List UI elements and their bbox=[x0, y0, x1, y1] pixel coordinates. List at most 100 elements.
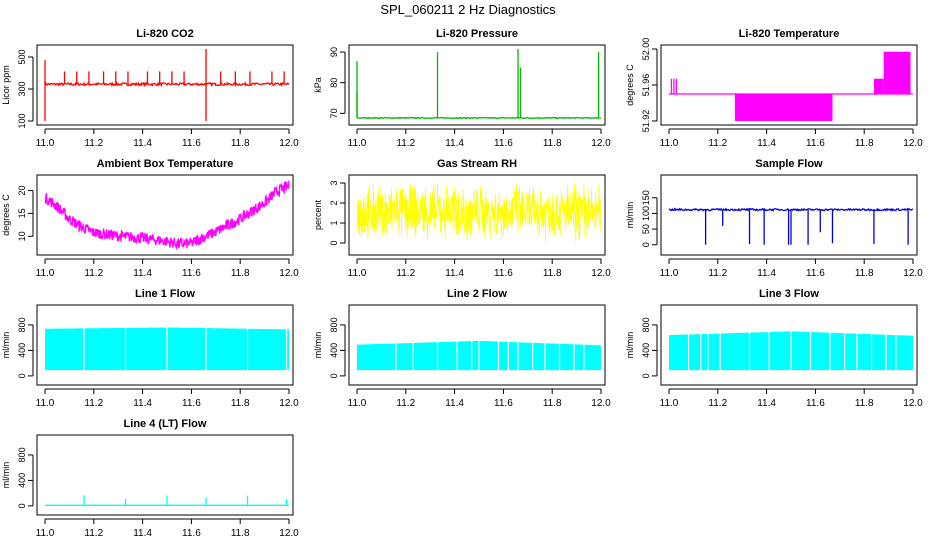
y-tick-label: 0 bbox=[641, 373, 651, 378]
data-series bbox=[45, 495, 289, 506]
x-tick-label: 11.2 bbox=[84, 138, 103, 149]
x-tick-label: 11.6 bbox=[806, 268, 825, 279]
plot-frame bbox=[36, 434, 294, 516]
y-tick-label: 90 bbox=[329, 47, 339, 57]
x-tick-label: 12.0 bbox=[591, 268, 611, 279]
y-tick-label: 15 bbox=[17, 208, 27, 218]
data-series bbox=[669, 51, 913, 121]
series-line bbox=[356, 116, 601, 120]
data-series bbox=[356, 49, 601, 120]
x-tick-label: 11.0 bbox=[36, 528, 55, 539]
y-tick-label: 0 bbox=[17, 373, 27, 378]
x-tick-label: 12.0 bbox=[279, 528, 299, 539]
y-axis-label: ml/min bbox=[1, 332, 11, 359]
plot-frame bbox=[348, 44, 606, 126]
chart-title: Line 1 Flow bbox=[135, 288, 195, 300]
x-tick-label: 11.6 bbox=[182, 268, 201, 279]
y-tick-label: 52.00 bbox=[641, 38, 651, 61]
x-tick-label: 11.4 bbox=[445, 138, 464, 149]
chart-panel-3: Li-820 Temperature degrees C 11.0 11.2 11.4 1… bbox=[625, 28, 923, 149]
x-tick-label: 11.6 bbox=[806, 398, 825, 409]
series-line bbox=[668, 207, 914, 212]
y-tick-label: 50 bbox=[641, 224, 651, 234]
x-tick-label: 11.2 bbox=[396, 398, 415, 409]
plot-frame bbox=[660, 304, 918, 386]
data-series bbox=[668, 207, 914, 245]
x-tick-label: 11.6 bbox=[806, 138, 825, 149]
series-block bbox=[873, 78, 884, 94]
chart-title: Line 3 Flow bbox=[759, 288, 819, 300]
x-axis: 11.0 11.2 11.4 11.6 11.8 12.0 bbox=[36, 518, 299, 539]
y-tick-label: 800 bbox=[17, 447, 27, 462]
y-axis: 10 15 20 bbox=[17, 185, 34, 241]
plot-frame bbox=[348, 304, 606, 386]
y-tick-label: 10 bbox=[17, 231, 27, 241]
series-line bbox=[356, 183, 602, 242]
y-tick-label: 500 bbox=[17, 49, 27, 64]
plot-frame bbox=[36, 44, 294, 126]
x-tick-label: 11.2 bbox=[84, 268, 103, 279]
x-tick-label: 11.0 bbox=[36, 398, 55, 409]
y-axis-label: degrees C bbox=[1, 194, 11, 236]
data-series bbox=[45, 327, 289, 371]
x-tick-label: 11.0 bbox=[348, 138, 367, 149]
x-tick-label: 11.4 bbox=[445, 398, 464, 409]
series-block bbox=[734, 94, 833, 121]
x-tick-label: 11.2 bbox=[708, 138, 727, 149]
x-tick-label: 11.4 bbox=[133, 528, 152, 539]
x-tick-label: 12.0 bbox=[591, 398, 611, 409]
x-tick-label: 11.8 bbox=[543, 268, 562, 279]
y-axis-label: Licor ppm bbox=[1, 65, 11, 105]
x-axis: 11.0 11.2 11.4 11.6 11.8 12.0 bbox=[348, 128, 611, 149]
x-tick-label: 11.6 bbox=[182, 138, 201, 149]
y-tick-label: 150 bbox=[641, 190, 651, 205]
data-series bbox=[44, 180, 290, 251]
y-axis-label: percent bbox=[313, 199, 323, 230]
x-tick-label: 12.0 bbox=[903, 268, 923, 279]
x-tick-label: 11.8 bbox=[855, 268, 874, 279]
x-tick-label: 12.0 bbox=[903, 398, 923, 409]
chart-title: Li-820 Temperature bbox=[739, 28, 840, 40]
x-tick-label: 11.0 bbox=[36, 268, 55, 279]
chart-panel-6: Sample Flow ml/min 11.0 11.2 11.4 11.6 11.8 12.… bbox=[625, 158, 923, 279]
y-tick-label: 3 bbox=[329, 180, 339, 185]
chart-title: Line 2 Flow bbox=[447, 288, 507, 300]
chart-title: Ambient Box Temperature bbox=[97, 158, 234, 170]
x-tick-label: 11.8 bbox=[855, 398, 874, 409]
chart-title: Li-820 Pressure bbox=[436, 28, 518, 40]
y-tick-label: 0 bbox=[329, 373, 339, 378]
y-tick-label: 2 bbox=[329, 200, 339, 205]
y-tick-label: 400 bbox=[641, 343, 651, 358]
x-tick-label: 11.2 bbox=[708, 398, 727, 409]
data-series bbox=[669, 331, 913, 371]
x-tick-label: 11.0 bbox=[36, 138, 55, 149]
series-line bbox=[44, 81, 290, 88]
chart-panel-8: Line 2 Flow ml/min 11.0 11.2 11.4 11.6 11.8 12.… bbox=[313, 288, 611, 409]
y-axis: 100 300 500 bbox=[17, 49, 34, 129]
chart-panel-2: Li-820 Pressure kPa 11.0 11.2 11.4 11.6 11.8 12… bbox=[313, 28, 611, 149]
x-tick-label: 11.2 bbox=[84, 398, 103, 409]
y-tick-label: 1 bbox=[329, 220, 339, 225]
series-block bbox=[883, 51, 911, 94]
y-tick-label: 100 bbox=[17, 113, 27, 128]
x-tick-label: 11.4 bbox=[133, 268, 152, 279]
x-tick-label: 11.6 bbox=[182, 398, 201, 409]
y-tick-label: 51.92 bbox=[641, 110, 651, 133]
y-tick-label: 800 bbox=[17, 317, 27, 332]
x-axis: 11.0 11.2 11.4 11.6 11.8 12.0 bbox=[660, 128, 923, 149]
x-tick-label: 11.2 bbox=[708, 268, 727, 279]
x-tick-label: 12.0 bbox=[591, 138, 611, 149]
x-axis: 11.0 11.2 11.4 11.6 11.8 12.0 bbox=[348, 258, 611, 279]
y-tick-label: 100 bbox=[641, 206, 651, 221]
y-tick-label: 20 bbox=[17, 185, 27, 195]
x-tick-label: 11.0 bbox=[660, 268, 679, 279]
y-axis: 0 400 800 bbox=[329, 317, 346, 378]
x-axis: 11.0 11.2 11.4 11.6 11.8 12.0 bbox=[348, 388, 611, 409]
x-tick-label: 11.8 bbox=[543, 398, 562, 409]
x-tick-label: 12.0 bbox=[279, 398, 299, 409]
x-tick-label: 11.6 bbox=[182, 528, 201, 539]
y-axis: 0 400 800 bbox=[17, 317, 34, 378]
y-axis-label: degrees C bbox=[625, 64, 635, 106]
